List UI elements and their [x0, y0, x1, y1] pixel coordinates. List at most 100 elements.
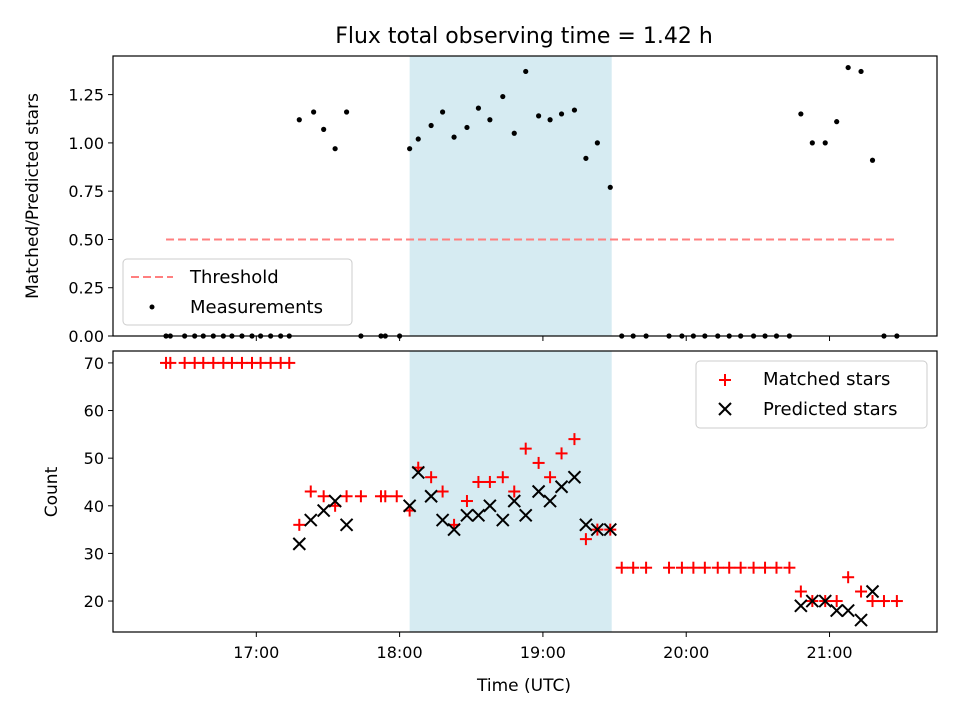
- predicted-star-marker: [794, 599, 808, 613]
- matched-star-marker: [663, 561, 676, 574]
- matched-star-marker: [698, 561, 711, 574]
- matched-star-marker: [508, 485, 521, 498]
- matched-star-marker: [555, 447, 568, 460]
- matched-star-marker: [390, 490, 403, 503]
- top-y-tick-label: 1.00: [68, 134, 104, 153]
- matched-star-marker: [304, 485, 317, 498]
- predicted-star-marker: [805, 594, 820, 608]
- top-y-tick-label: 0.75: [68, 182, 104, 201]
- x-tick-label: 19:00: [520, 643, 566, 662]
- legend-measurements-swatch: [149, 304, 155, 310]
- top-y-tick-label: 0.00: [68, 327, 104, 346]
- measurement-point: [475, 105, 482, 111]
- measurement-point: [332, 146, 338, 152]
- matched-star-marker: [723, 561, 736, 574]
- matched-star-marker: [532, 456, 545, 469]
- legend-threshold-label: Threshold: [189, 267, 279, 288]
- predicted-star-marker: [411, 465, 425, 480]
- bottom-y-axis-label: Count: [42, 466, 62, 517]
- matched-star-marker: [340, 490, 353, 503]
- top-y-tick-label: 1.25: [68, 86, 104, 105]
- top-y-axis-label: Matched/Predicted stars: [23, 93, 43, 299]
- bottom-y-tick-label: 20: [84, 592, 104, 611]
- bottom-y-ticks: 20 30 40 50 60 70: [84, 354, 113, 611]
- matched-star-marker: [197, 356, 210, 369]
- matched-star-marker: [207, 356, 220, 369]
- predicted-star-marker: [471, 508, 486, 523]
- matched-star-marker: [283, 356, 296, 369]
- matched-star-marker: [579, 533, 592, 546]
- matched-star-marker: [264, 356, 277, 369]
- matched-star-marker: [877, 595, 890, 608]
- matched-star-marker: [354, 490, 367, 503]
- measurement-point: [558, 111, 565, 117]
- measurement-point: [822, 140, 828, 146]
- matched-star-marker: [627, 561, 640, 574]
- predicted-star-marker: [424, 489, 438, 503]
- matched-star-marker: [460, 495, 473, 508]
- matched-star-marker: [164, 356, 177, 369]
- predicted-star-marker: [841, 603, 855, 618]
- bottom-y-tick-label: 40: [84, 497, 104, 516]
- matched-star-marker: [687, 561, 700, 574]
- measurement-point: [834, 119, 840, 125]
- predicted-star-marker: [603, 522, 617, 537]
- predicted-star-marker: [316, 503, 331, 518]
- matched-star-marker: [794, 585, 807, 598]
- top-axes-frame: [112, 55, 938, 337]
- matched-star-marker: [254, 356, 267, 369]
- x-tick-label: 20:00: [663, 643, 709, 662]
- top-y-ticks: 0.00 0.25 0.50 0.75 1.00 1.25: [68, 86, 113, 346]
- bottom-legend-frame: [695, 360, 928, 429]
- predicted-star-marker: [865, 584, 880, 599]
- top-legend-frame: [122, 258, 353, 326]
- bottom-y-tick-label: 60: [84, 402, 104, 421]
- measurement-point: [869, 157, 876, 163]
- matched-star-marker: [225, 356, 238, 369]
- top-x-ticks: [255, 336, 831, 341]
- predicted-star-marker: [567, 470, 582, 484]
- predicted-star-marker: [519, 508, 533, 523]
- measurement-point: [500, 93, 506, 100]
- matched-star-marker: [783, 561, 796, 574]
- top-y-tick-label: 0.25: [68, 279, 104, 298]
- matched-star-marker: [379, 490, 392, 503]
- matched-star-marker: [293, 518, 306, 531]
- predicted-star-marker: [818, 594, 832, 608]
- measurement-point: [809, 140, 815, 146]
- measurement-point: [451, 134, 457, 140]
- matched-star-marker: [544, 471, 557, 484]
- measurement-point: [296, 117, 302, 123]
- matched-star-marker: [711, 561, 724, 574]
- predicted-star-marker: [554, 480, 569, 494]
- matched-star-marker: [855, 585, 868, 598]
- top-shaded-region: [409, 56, 612, 336]
- predicted-stars-points: [292, 465, 880, 627]
- measurement-point: [583, 155, 589, 161]
- matched-star-marker: [436, 485, 449, 498]
- bottom-axes-frame: [112, 350, 938, 633]
- top-y-tick-label: 0.50: [68, 230, 104, 249]
- x-axis-label: Time (UTC): [476, 676, 571, 696]
- legend-predicted-swatch: [718, 402, 732, 416]
- matched-star-marker: [483, 475, 496, 488]
- matched-stars-points: [160, 356, 903, 608]
- matched-star-marker: [866, 595, 879, 608]
- predicted-star-marker: [402, 499, 417, 513]
- measurement-point: [428, 122, 434, 129]
- chart-title: Flux total observing time = 1.42 h: [335, 24, 713, 49]
- predicted-star-marker: [543, 494, 557, 508]
- top-panel: 0.00 0.25 0.50 0.75 1.00 1.25 Matched/Predict…: [23, 55, 938, 346]
- matched-star-marker: [568, 433, 581, 446]
- measurement-point: [511, 130, 517, 136]
- matched-star-marker: [759, 561, 772, 574]
- matched-star-marker: [178, 356, 191, 369]
- matched-star-marker: [675, 561, 688, 574]
- measurement-point: [571, 107, 578, 113]
- matched-star-marker: [640, 561, 653, 574]
- predicted-star-marker: [854, 613, 868, 627]
- matched-star-marker: [830, 595, 843, 608]
- predicted-star-marker: [435, 513, 450, 527]
- legend-matched-swatch: [719, 374, 731, 386]
- measurement-point: [487, 117, 493, 123]
